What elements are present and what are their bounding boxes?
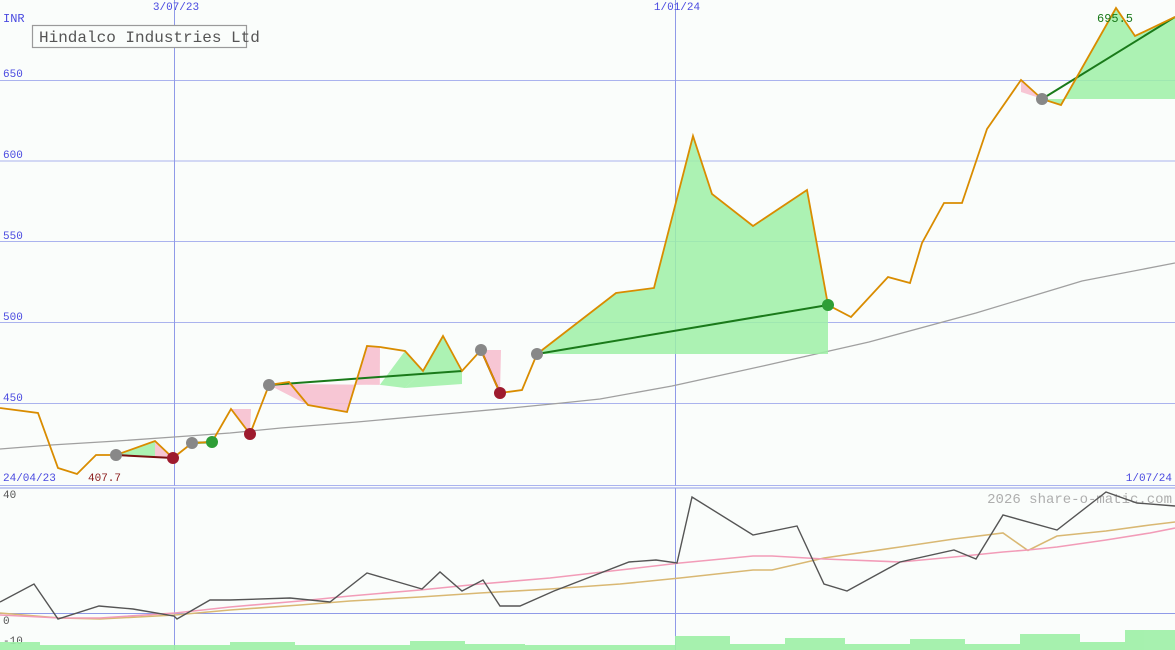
svg-text:600: 600: [3, 150, 23, 162]
svg-text:500: 500: [3, 312, 23, 324]
svg-text:2026 share-o-matic.com: 2026 share-o-matic.com: [987, 492, 1172, 508]
svg-text:40: 40: [3, 490, 16, 502]
svg-text:695.5: 695.5: [1097, 12, 1133, 26]
svg-text:Hindalco Industries Ltd: Hindalco Industries Ltd: [39, 29, 260, 47]
svg-text:550: 550: [3, 231, 23, 243]
svg-text:450: 450: [3, 393, 23, 405]
svg-text:24/04/23: 24/04/23: [3, 473, 56, 485]
svg-text:3/07/23: 3/07/23: [153, 2, 199, 14]
svg-text:1/07/24: 1/07/24: [1126, 473, 1173, 485]
svg-text:1/01/24: 1/01/24: [654, 2, 701, 14]
svg-text:0: 0: [3, 616, 10, 628]
svg-text:650: 650: [3, 69, 23, 81]
svg-text:INR: INR: [3, 12, 25, 26]
svg-text:407.7: 407.7: [88, 473, 121, 485]
